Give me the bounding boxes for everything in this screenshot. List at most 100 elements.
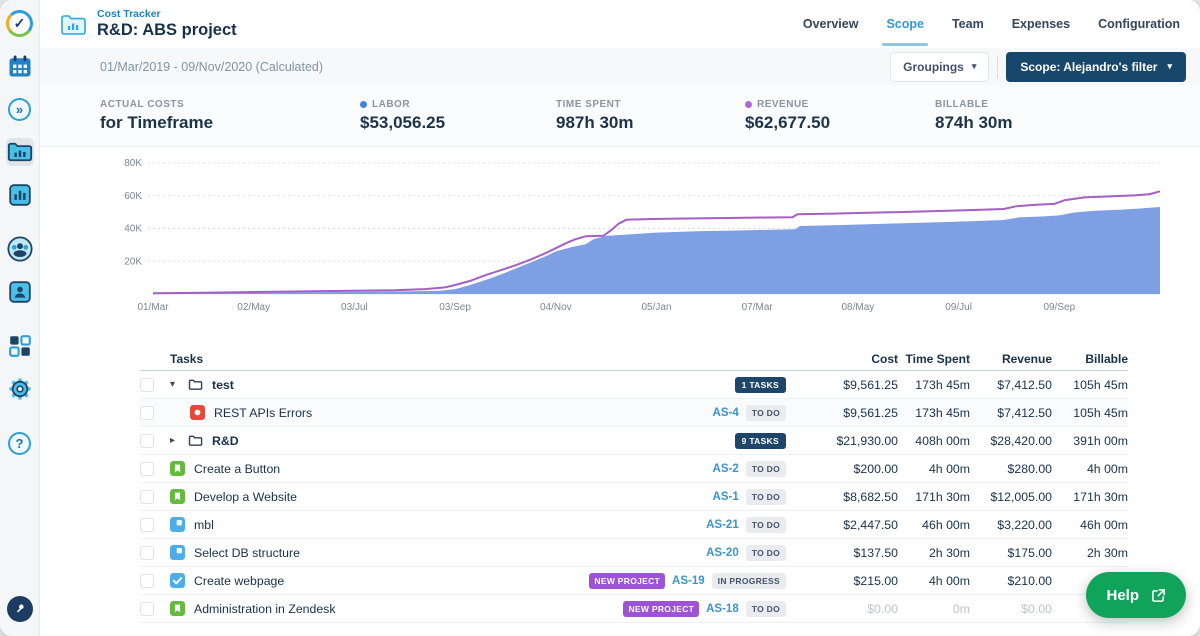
time-spent-value: 2h 30m: [898, 546, 970, 560]
row-badges: AS-4 TO DO: [713, 405, 786, 421]
tasks-table: Tasks Cost Time Spent Revenue Billable ▾…: [140, 348, 1128, 636]
billable-value: 105h 45m: [1052, 378, 1128, 392]
time-spent-value: 0m: [898, 602, 970, 616]
time-spent-value: 4h 00m: [898, 574, 970, 588]
app-label: Cost Tracker: [97, 8, 237, 20]
time-spent-value: 173h 45m: [898, 406, 970, 420]
svg-text:60K: 60K: [124, 191, 142, 202]
calendar-icon[interactable]: [6, 52, 34, 80]
svg-text:09/Jul: 09/Jul: [945, 302, 972, 313]
stat-value: 987h 30m: [556, 113, 745, 133]
cost-value: $21,930.00: [798, 434, 898, 448]
task-name[interactable]: mbl: [194, 518, 214, 532]
table-row[interactable]: ▾ test 1 TASKS $9,561.25 173h 45m $7,412…: [140, 371, 1128, 399]
apps-grid-icon[interactable]: [6, 332, 34, 360]
settings-gear-icon[interactable]: [6, 375, 34, 403]
svg-text:03/Sep: 03/Sep: [439, 302, 471, 313]
issue-type-icon: [170, 489, 185, 504]
svg-text:40K: 40K: [124, 224, 142, 235]
row-checkbox[interactable]: [140, 462, 154, 476]
row-checkbox[interactable]: [140, 602, 154, 616]
team-icon[interactable]: [6, 235, 34, 263]
billable-value: 46h 00m: [1052, 518, 1128, 532]
revenue-value: $0.00: [970, 602, 1052, 616]
table-row[interactable]: Develop a Website AS-1 TO DO $8,682.50 1…: [140, 483, 1128, 511]
task-name[interactable]: R&D: [212, 434, 239, 448]
table-row[interactable]: Create webpage NEW PROJECT AS-19 IN PROG…: [140, 567, 1128, 595]
issue-key-link[interactable]: AS-1: [713, 491, 739, 503]
app-logo-check-icon[interactable]: ✓: [6, 10, 33, 37]
row-badges: NEW PROJECT AS-19 IN PROGRESS: [589, 573, 786, 589]
table-row[interactable]: mbl AS-21 TO DO $2,447.50 46h 00m $3,220…: [140, 511, 1128, 539]
table-row[interactable]: Administration in Zendesk NEW PROJECT AS…: [140, 595, 1128, 623]
issue-key-link[interactable]: AS-20: [706, 547, 739, 559]
user-card-icon[interactable]: [6, 278, 34, 306]
tab-configuration[interactable]: Configuration: [1098, 13, 1180, 35]
date-range[interactable]: 01/Mar/2019 - 09/Nov/2020 (Calculated): [100, 60, 323, 74]
billable-value: 171h 30m: [1052, 490, 1128, 504]
cost-tracker-nav-icon[interactable]: [6, 138, 34, 166]
table-header: Tasks Cost Time Spent Revenue Billable: [140, 348, 1128, 371]
status-badge: TO DO: [746, 405, 786, 421]
svg-text:09/Sep: 09/Sep: [1043, 302, 1075, 313]
row-checkbox[interactable]: [140, 490, 154, 504]
row-badges: 9 TASKS: [735, 433, 786, 449]
issue-key-link[interactable]: AS-19: [672, 575, 705, 587]
cost-value: $215.00: [798, 574, 898, 588]
issue-type-icon: [170, 573, 185, 588]
status-badge: IN PROGRESS: [712, 573, 786, 589]
table-row[interactable]: Create a Button AS-2 TO DO $200.00 4h 00…: [140, 455, 1128, 483]
app-window: ✓ » ?: [0, 0, 1200, 636]
task-name[interactable]: Select DB structure: [194, 546, 300, 560]
status-badge: TO DO: [746, 601, 786, 617]
col-tasks: Tasks: [170, 352, 203, 366]
scope-filter-dropdown[interactable]: Scope: Alejandro's filter ▾: [1006, 52, 1186, 82]
row-checkbox[interactable]: [140, 518, 154, 532]
sidebar: ✓ » ?: [0, 0, 40, 636]
table-row[interactable]: REST APIs Errors AS-4 TO DO $9,561.25 17…: [140, 399, 1128, 427]
row-checkbox[interactable]: [140, 546, 154, 560]
issue-key-link[interactable]: AS-18: [706, 603, 739, 615]
issue-key-link[interactable]: AS-2: [713, 463, 739, 475]
revenue-legend-dot: [745, 101, 752, 108]
stat-time-spent: TIME SPENT 987h 30m: [556, 99, 745, 133]
time-spent-value: 4h 00m: [898, 462, 970, 476]
status-badge: TO DO: [746, 545, 786, 561]
task-name[interactable]: REST APIs Errors: [214, 406, 312, 420]
revenue-value: $7,412.50: [970, 406, 1052, 420]
task-name[interactable]: test: [212, 378, 234, 392]
tab-overview[interactable]: Overview: [803, 13, 859, 35]
cost-revenue-chart: 20K40K60K80K01/Mar02/May03/Jul03/Sep04/N…: [50, 150, 1190, 316]
tab-scope[interactable]: Scope: [886, 13, 924, 35]
task-count-badge: 9 TASKS: [735, 433, 786, 449]
stats-bar: ACTUAL COSTS for Timeframe LABOR $53,056…: [40, 85, 1200, 147]
expand-arrow[interactable]: ▾: [170, 379, 188, 390]
chevron-down-icon: ▾: [1167, 62, 1172, 71]
pin-icon[interactable]: [7, 596, 33, 622]
bar-chart-nav-icon[interactable]: [6, 181, 34, 209]
table-row[interactable]: ▸ R&D 9 TASKS $21,930.00 408h 00m $28,42…: [140, 427, 1128, 455]
issue-key-link[interactable]: AS-21: [706, 519, 739, 531]
status-badge: TO DO: [746, 461, 786, 477]
task-name[interactable]: Develop a Website: [194, 490, 297, 504]
row-checkbox[interactable]: [140, 406, 154, 420]
tab-expenses[interactable]: Expenses: [1012, 13, 1070, 35]
collapse-double-chevron-icon[interactable]: »: [6, 95, 34, 123]
groupings-dropdown[interactable]: Groupings ▾: [890, 52, 989, 82]
task-name[interactable]: Create webpage: [194, 574, 284, 588]
issue-key-link[interactable]: AS-4: [713, 407, 739, 419]
help-question-icon[interactable]: ?: [6, 429, 34, 457]
task-name[interactable]: Create a Button: [194, 462, 280, 476]
row-checkbox[interactable]: [140, 378, 154, 392]
row-badges: 1 TASKS: [735, 377, 786, 393]
tab-team[interactable]: Team: [952, 13, 984, 35]
task-count-badge: 1 TASKS: [735, 377, 786, 393]
cost-value: $0.00: [798, 602, 898, 616]
row-checkbox[interactable]: [140, 574, 154, 588]
task-name[interactable]: Administration in Zendesk: [194, 602, 335, 616]
help-button[interactable]: Help: [1086, 572, 1186, 618]
row-checkbox[interactable]: [140, 434, 154, 448]
stat-label: BILLABLE: [935, 99, 1013, 110]
table-row[interactable]: Select DB structure AS-20 TO DO $137.50 …: [140, 539, 1128, 567]
expand-arrow[interactable]: ▸: [170, 435, 188, 446]
